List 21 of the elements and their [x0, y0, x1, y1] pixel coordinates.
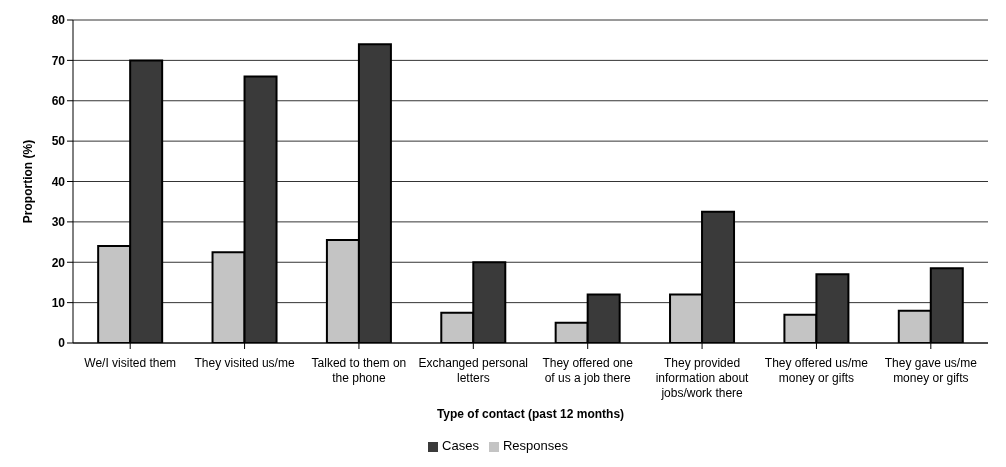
- y-tick-label: 40: [51, 174, 66, 189]
- x-tick-label: They offered one of us a job there: [542, 356, 634, 385]
- x-tick-label: They offered us/me money or gifts: [764, 356, 869, 385]
- legend-label: Responses: [502, 438, 568, 453]
- x-tick-label: They visited us/me: [194, 356, 295, 370]
- y-tick-label: 50: [51, 134, 66, 149]
- x-tick-label: Talked to them on the phone: [311, 356, 407, 385]
- y-tick-label: 70: [51, 53, 66, 68]
- x-axis-title: Type of contact (past 12 months): [436, 407, 625, 421]
- y-tick-label: 30: [51, 215, 66, 230]
- y-tick-label: 60: [51, 94, 66, 109]
- y-tick-label: 0: [58, 336, 66, 351]
- y-tick-label: 20: [51, 255, 66, 270]
- y-tick-label: 10: [51, 295, 66, 310]
- x-tick-label: Exchanged personal letters: [418, 356, 529, 385]
- legend-label: Cases: [442, 438, 479, 453]
- x-tick-label: They provided information about jobs/work there: [655, 356, 750, 400]
- y-axis-title: Proportion (%): [21, 139, 36, 224]
- x-tick-label: We/I visited them: [84, 356, 177, 370]
- x-tick-label: They gave us/me money or gifts: [884, 356, 978, 385]
- y-tick-label: 80: [51, 13, 66, 28]
